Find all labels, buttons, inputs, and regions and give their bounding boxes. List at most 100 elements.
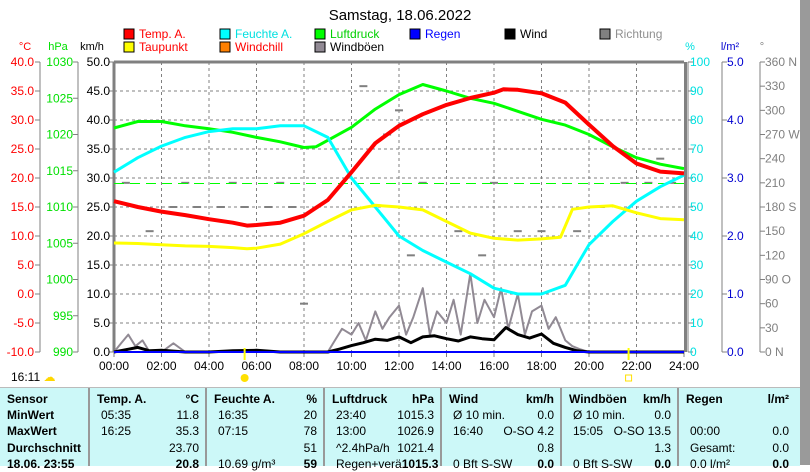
axis-unit-humidity: % xyxy=(685,41,695,53)
legend-label: Windböen xyxy=(330,40,384,54)
tick-label-humidity: 50 xyxy=(690,200,704,214)
plot-area xyxy=(113,83,685,382)
cell-label xyxy=(569,440,573,456)
x-tick-label: 00:00 xyxy=(99,359,129,373)
tick-label-humidity: 80 xyxy=(690,113,704,127)
table-cell: MaxWert xyxy=(7,423,82,439)
series-temp-a- xyxy=(113,87,685,228)
tick-label-pressure: 1025 xyxy=(46,91,73,105)
direction-mark xyxy=(418,181,427,184)
cell-label: 0 Bft S-SW xyxy=(453,456,513,471)
direction-mark xyxy=(288,206,297,208)
cell-label: 05:35 xyxy=(101,408,132,423)
header-unit: l/m² xyxy=(767,392,789,406)
direction-mark xyxy=(573,230,582,233)
direction-mark xyxy=(537,230,546,233)
tick-label-direction: 270 W xyxy=(765,128,800,142)
chart-title: Samstag, 18.06.2022 xyxy=(329,7,472,24)
tick-label-humidity: 100 xyxy=(690,55,710,69)
legend-swatch xyxy=(219,41,231,53)
cell-label: Gesamt: xyxy=(690,440,736,455)
table-cell: MinWert xyxy=(7,407,82,423)
tick-label-wind: 10.0 xyxy=(87,287,111,301)
tick-label-direction: 330 xyxy=(765,79,785,93)
header-label: Wind xyxy=(449,392,479,406)
table-column: Regen l/m² 00:00 0.0 Gesamt: 0.0 0.0 l/m² 0.0 xyxy=(677,388,795,471)
cell-value: 35.3 xyxy=(175,424,199,439)
table-column: Temp. A. °C 05:35 11.8 16:25 35.3 23.70 20.8 xyxy=(88,388,205,471)
direction-mark xyxy=(240,206,249,208)
table-cell: 0.0 l/m² 0.0 xyxy=(686,456,789,472)
header-label: Temp. A. xyxy=(97,392,147,406)
x-tick-label: 06:00 xyxy=(241,359,271,373)
cell-value: 1026.9 xyxy=(397,424,434,439)
axis-unit-pressure: hPa xyxy=(48,41,68,53)
header-unit: hPa xyxy=(411,392,434,406)
tick-label-temp: -10.0 xyxy=(7,345,35,359)
direction-mark xyxy=(656,157,665,160)
cell-value: 0.0 xyxy=(772,440,789,455)
x-tick-label: 08:00 xyxy=(289,359,319,373)
tick-label-humidity: 30 xyxy=(690,258,704,272)
tick-label-rain: 2.0 xyxy=(727,229,744,243)
tick-label-direction: 300 xyxy=(765,103,785,117)
cell-value: 0.0 xyxy=(772,424,789,439)
cell-label: Durchschnitt xyxy=(7,440,82,455)
tick-label-humidity: 0 xyxy=(690,345,697,359)
tick-label-temp: 35.0 xyxy=(11,84,35,98)
cell-value: 0.0 xyxy=(654,408,671,423)
cell-value: 0.0 xyxy=(772,456,789,471)
tick-label-wind: 45.0 xyxy=(87,84,111,98)
table-cell: Ø 10 min. 0.0 xyxy=(449,407,554,423)
tick-label-humidity: 90 xyxy=(690,84,704,98)
tick-label-temp: -5.0 xyxy=(13,316,34,330)
cell-label: 18.06. 23:55 xyxy=(7,456,75,471)
tick-label-wind: 30.0 xyxy=(87,171,111,185)
direction-mark xyxy=(228,181,237,184)
legend-label: Temp. A. xyxy=(139,27,186,41)
direction-mark xyxy=(454,230,463,233)
header-unit: km/h xyxy=(642,392,671,406)
column-header: Wind km/h xyxy=(449,391,554,407)
cell-value: O-SO 13.5 xyxy=(613,424,671,439)
column-header: Feuchte A.% xyxy=(214,391,317,407)
direction-mark xyxy=(264,206,273,208)
cell-label xyxy=(449,440,453,456)
series-luftdruck xyxy=(113,83,685,171)
legend-label: Luftdruck xyxy=(330,27,380,41)
table-cell: Durchschnitt xyxy=(7,440,82,456)
table-cell: 0.8 xyxy=(449,440,554,456)
series-taupunkt xyxy=(113,203,685,251)
legend-label: Windchill xyxy=(235,40,283,54)
legend-label: Taupunkt xyxy=(139,40,188,54)
legend-label: Regen xyxy=(425,27,460,41)
tick-label-humidity: 40 xyxy=(690,229,704,243)
table-cell: 1.3 xyxy=(569,440,671,456)
x-tick-label: 04:00 xyxy=(194,359,224,373)
weather-icon: ☁ xyxy=(43,370,56,384)
cell-label xyxy=(214,440,218,456)
cell-label: Regen+verä xyxy=(336,456,402,471)
x-tick-label: 20:00 xyxy=(574,359,604,373)
x-tick-label: 14:00 xyxy=(431,359,461,373)
table-cell: ^2.4hPa/h 1021.4 xyxy=(332,440,434,456)
table-cell: 15:05 O-SO 13.5 xyxy=(569,423,671,439)
tick-label-temp: 20.0 xyxy=(11,171,35,185)
tick-label-direction: 360 N xyxy=(765,55,797,69)
table-cell: 23:40 1015.3 xyxy=(332,407,434,423)
column-header: Luftdruck hPa xyxy=(332,391,434,407)
tick-label-humidity: 70 xyxy=(690,142,704,156)
table-cell: 16:25 35.3 xyxy=(97,423,199,439)
tick-label-direction: 90 O xyxy=(765,273,791,287)
legend-label: Wind xyxy=(520,27,547,41)
table-cell: 23.70 xyxy=(97,440,199,456)
tick-label-pressure: 1015 xyxy=(46,164,73,178)
direction-mark xyxy=(145,230,154,233)
tick-label-pressure: 995 xyxy=(53,309,73,323)
series-feuchte-a- xyxy=(113,124,685,296)
tick-label-direction: 120 xyxy=(765,248,785,262)
axis-unit-direction: ° xyxy=(760,41,764,53)
tick-label-wind: 35.0 xyxy=(87,142,111,156)
cell-label: ^2.4hPa/h xyxy=(336,440,390,455)
sun-icon xyxy=(240,374,249,382)
